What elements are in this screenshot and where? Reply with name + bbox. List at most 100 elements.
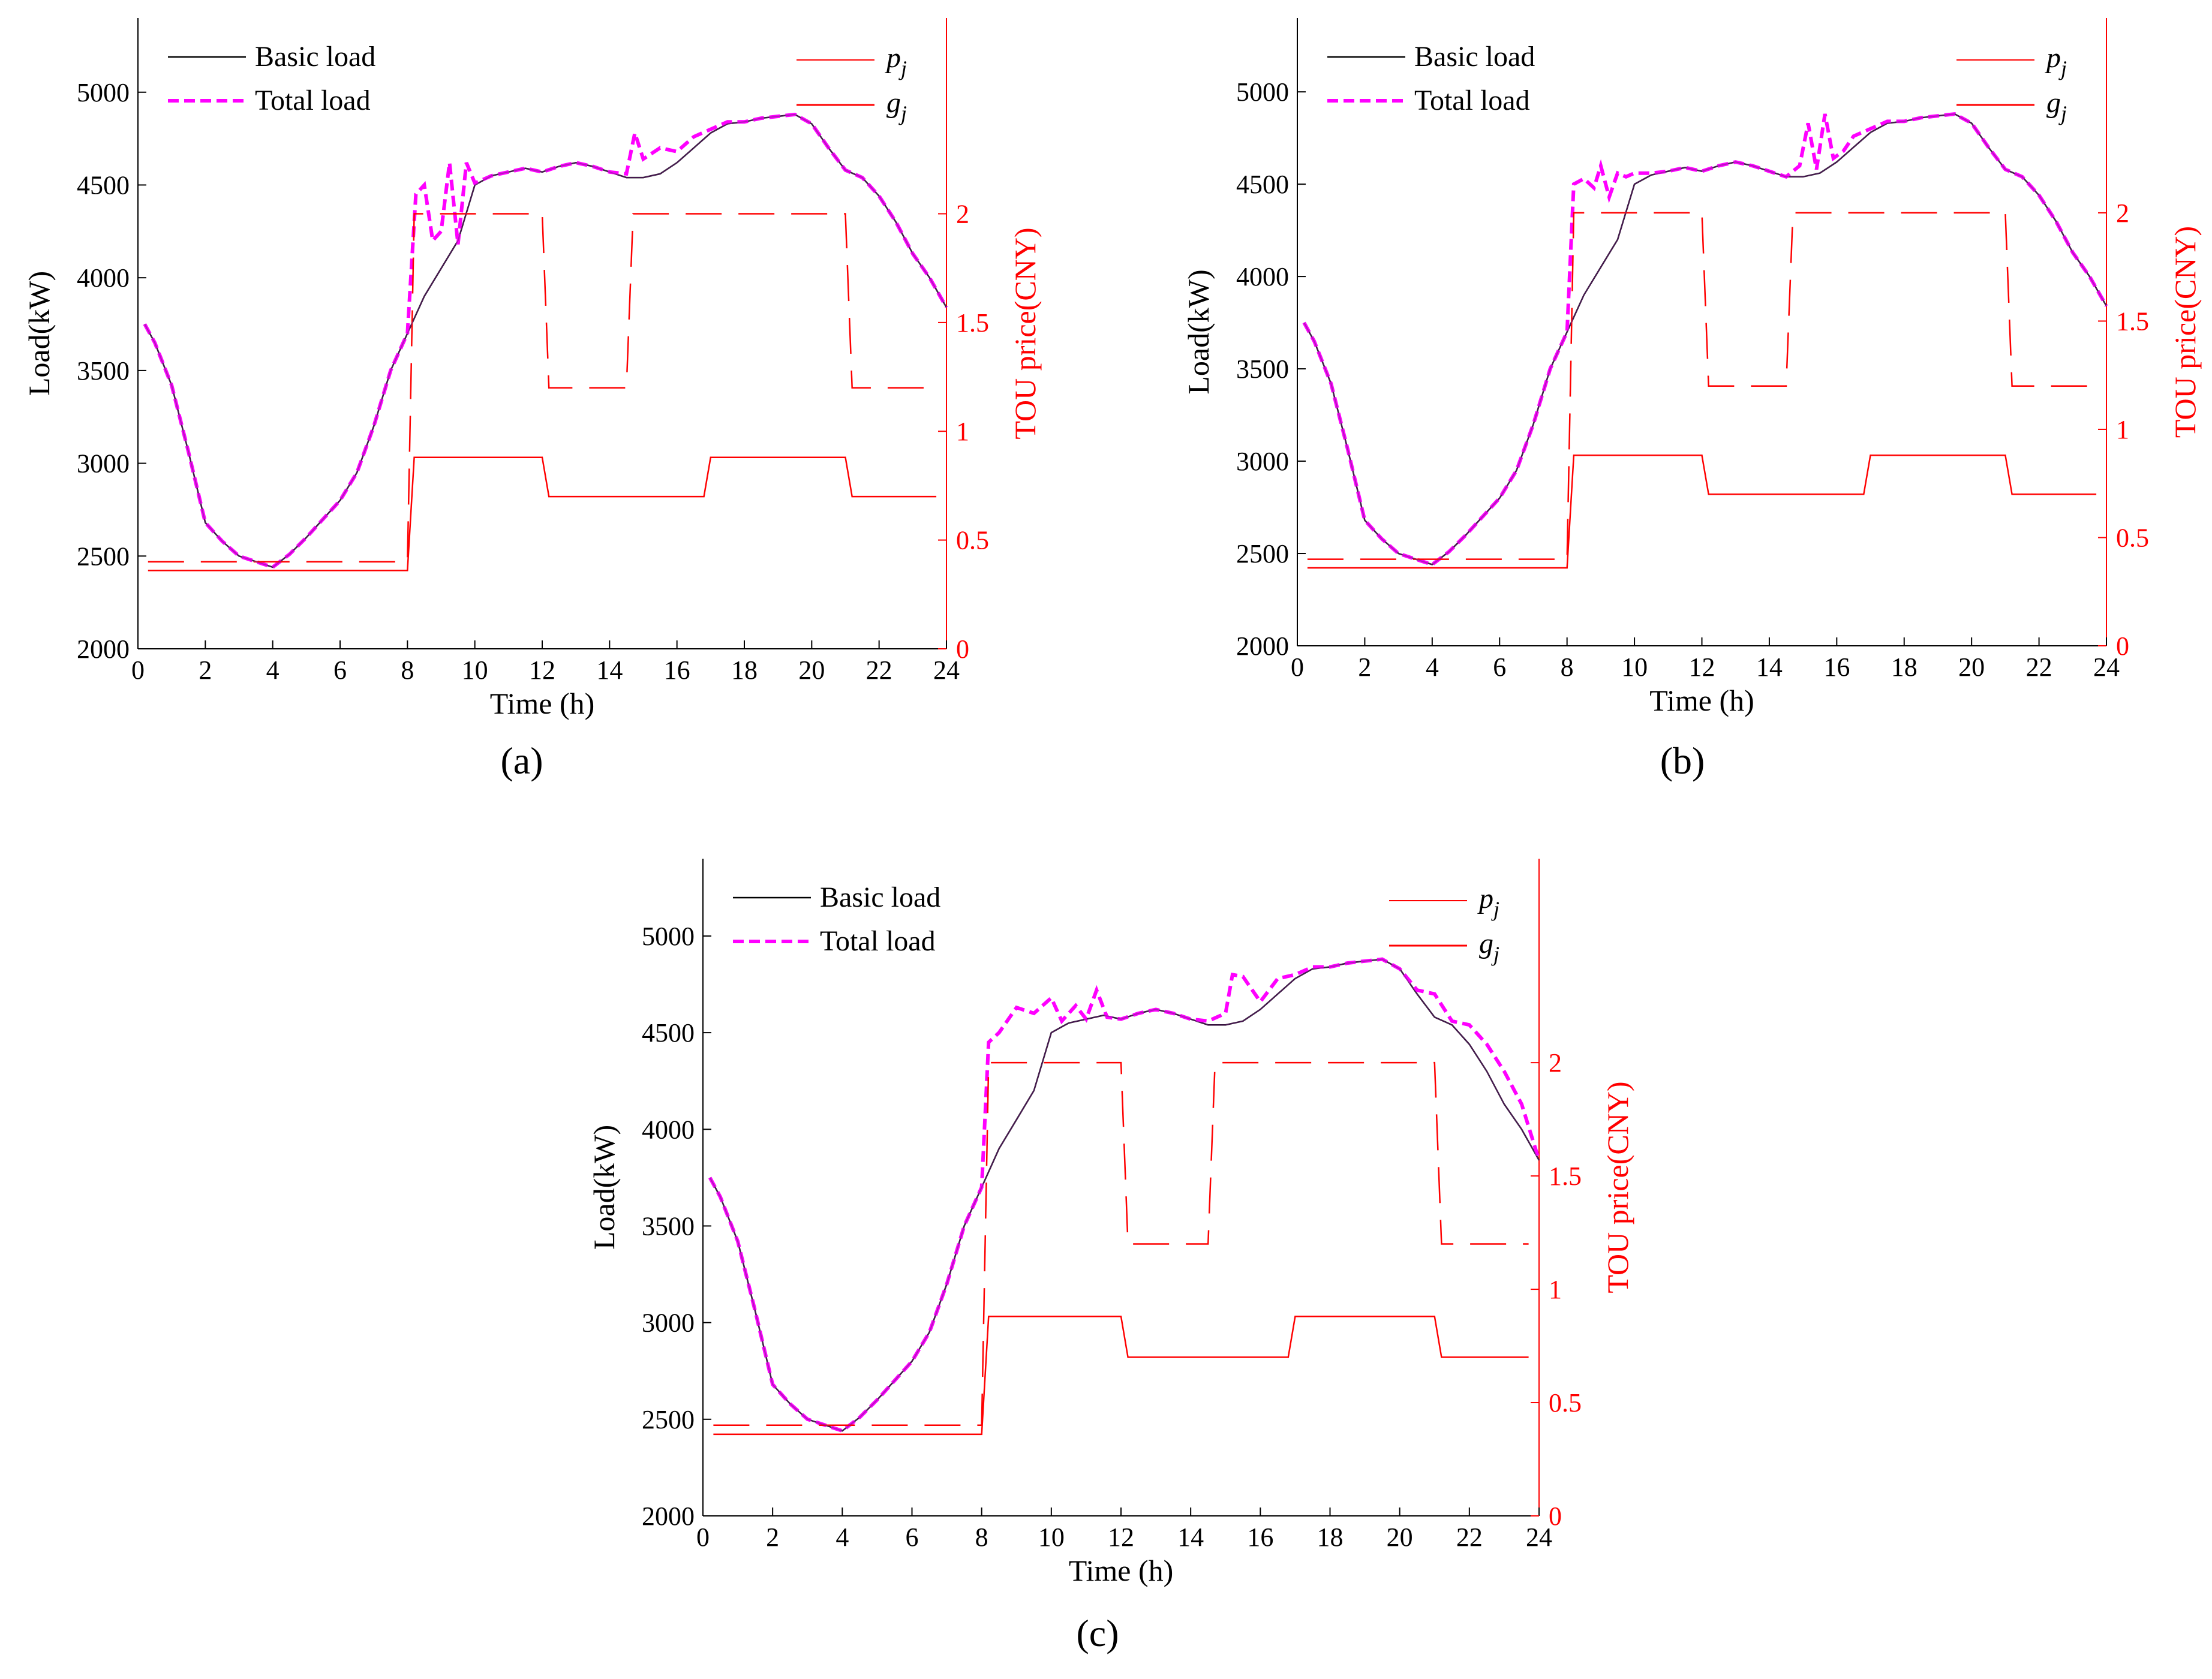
legend-label-p-j: pj	[885, 42, 907, 80]
legend-label-p-j: pj	[2045, 42, 2067, 80]
legend-g-symbol: g	[1479, 928, 1493, 959]
y2-tick-label: 0.5	[2116, 523, 2149, 552]
legend-label-basic-load: Basic load	[820, 881, 940, 913]
series-line-g_j	[148, 456, 937, 571]
y2-tick-label: 1	[2116, 415, 2129, 444]
y-tick-label: 5000	[1236, 77, 1289, 107]
legend-label-g-j: gj	[1479, 928, 1499, 966]
y2-axis-label: TOU price(CNY)	[1601, 1081, 1634, 1293]
x-tick-label: 4	[1426, 652, 1439, 682]
y-tick-label: 3500	[77, 356, 130, 386]
y2-tick-label: 1.5	[956, 308, 989, 338]
y2-tick-label: 1.5	[2116, 306, 2149, 336]
y-tick-label: 2500	[1236, 539, 1289, 568]
x-tick-label: 20	[1958, 652, 1985, 682]
x-tick-label: 14	[1177, 1522, 1204, 1552]
legend-p-symbol: p	[2045, 42, 2061, 74]
legend-g-subscript: j	[2058, 101, 2067, 125]
x-tick-label: 14	[1756, 652, 1783, 682]
y2-axis-label: TOU price(CNY)	[1008, 227, 1042, 439]
legend-g-subscript: j	[898, 101, 907, 125]
x-tick-label: 10	[462, 655, 488, 685]
series-line-total-load	[143, 112, 948, 570]
y-tick-label: 4500	[642, 1018, 695, 1048]
legend-g-symbol: g	[2046, 87, 2061, 119]
x-tick-label: 10	[1621, 652, 1648, 682]
y-tick-label: 3000	[1236, 447, 1289, 476]
series-line-p_j	[1307, 212, 2097, 560]
x-tick-label: 2	[199, 655, 212, 685]
series-line-total-load	[1302, 112, 2108, 567]
y-axis-label: Load(kW)	[587, 1125, 621, 1250]
y-tick-label: 2000	[77, 634, 130, 664]
x-tick-label: 0	[131, 655, 145, 685]
series-line-g_j	[713, 1316, 1529, 1436]
panel-label: (a)	[500, 739, 543, 782]
y2-tick-label: 1	[956, 417, 969, 446]
y-tick-label: 3500	[1236, 354, 1289, 384]
y2-tick-label: 0.5	[956, 526, 989, 555]
y2-tick-label: 0	[1549, 1502, 1562, 1531]
y2-tick-label: 2	[1549, 1048, 1562, 1078]
series-line-basic-load-overlay	[709, 958, 1540, 1432]
y2-tick-label: 0	[2116, 631, 2129, 661]
y2-tick-label: 0.5	[1549, 1388, 1582, 1418]
y-tick-label: 3000	[642, 1308, 695, 1338]
panel-label: (c)	[1076, 1612, 1119, 1654]
legend-g-subscript: j	[1491, 942, 1499, 966]
x-tick-label: 12	[1108, 1522, 1134, 1552]
x-tick-label: 12	[529, 655, 555, 685]
series-line-basic-load	[144, 113, 948, 568]
x-tick-label: 6	[333, 655, 347, 685]
y2-tick-label: 2	[956, 199, 969, 228]
y-tick-label: 5000	[642, 922, 695, 951]
legend-p-symbol: p	[1477, 883, 1493, 914]
x-tick-label: 14	[596, 655, 623, 685]
x-tick-label: 8	[975, 1522, 988, 1552]
x-tick-label: 20	[798, 655, 825, 685]
x-tick-label: 16	[1247, 1522, 1273, 1552]
legend-label-basic-load: Basic load	[255, 41, 375, 73]
y-tick-label: 3000	[77, 449, 130, 479]
series-line-p_j	[148, 213, 937, 563]
x-tick-label: 12	[1689, 652, 1715, 682]
x-tick-label: 18	[731, 655, 758, 685]
y-tick-label: 3500	[642, 1211, 695, 1241]
x-tick-label: 8	[1561, 652, 1574, 682]
x-tick-label: 22	[1456, 1522, 1483, 1552]
y2-axis-label: TOU price(CNY)	[2168, 226, 2202, 438]
legend-label-g-j: gj	[886, 87, 907, 125]
x-tick-label: 0	[1291, 652, 1304, 682]
y-tick-label: 4500	[77, 170, 130, 200]
legend-g-symbol: g	[886, 87, 901, 119]
x-tick-label: 0	[696, 1522, 710, 1552]
x-tick-label: 24	[1526, 1522, 1552, 1552]
legend-label-total-load: Total load	[1414, 85, 1530, 116]
x-tick-label: 6	[1493, 652, 1506, 682]
legend-label-basic-load: Basic load	[1414, 41, 1535, 73]
x-axis-label: Time (h)	[1649, 684, 1754, 717]
legend-label-total-load: Total load	[255, 85, 371, 116]
x-axis-label: Time (h)	[1069, 1554, 1174, 1587]
x-tick-label: 18	[1317, 1522, 1344, 1552]
series-line-basic-load-overlay	[1303, 113, 2107, 565]
y-tick-label: 4500	[1236, 170, 1289, 199]
chart-panel-c: 0 2 4 6 8 10 12 14 16 18 20 22 242000250030003500400…	[587, 859, 1634, 1654]
x-tick-label: 16	[1823, 652, 1850, 682]
y-tick-label: 4000	[642, 1115, 695, 1144]
chart-panel-b: 0 2 4 6 8 10 12 14 16 18 20 22 242000250030003500400…	[1182, 18, 2202, 782]
series-line-total-load	[708, 957, 1541, 1433]
x-tick-label: 2	[766, 1522, 779, 1552]
y2-tick-label: 2	[2116, 198, 2129, 228]
y2-tick-label: 1.5	[1549, 1162, 1582, 1191]
series-line-basic-load	[1303, 113, 2108, 565]
legend-label-g-j: gj	[2046, 87, 2067, 125]
y-tick-label: 4000	[1236, 262, 1289, 291]
series-line-basic-load-overlay	[144, 113, 947, 568]
x-tick-label: 22	[866, 655, 892, 685]
y-tick-label: 2000	[642, 1502, 695, 1531]
legend-p-subscript: j	[2058, 56, 2067, 80]
chart-panel-a: 0 2 4 6 8 10 12 14 16 18 20 22 242000250030003500400…	[22, 18, 1042, 782]
x-tick-label: 24	[2093, 652, 2120, 682]
